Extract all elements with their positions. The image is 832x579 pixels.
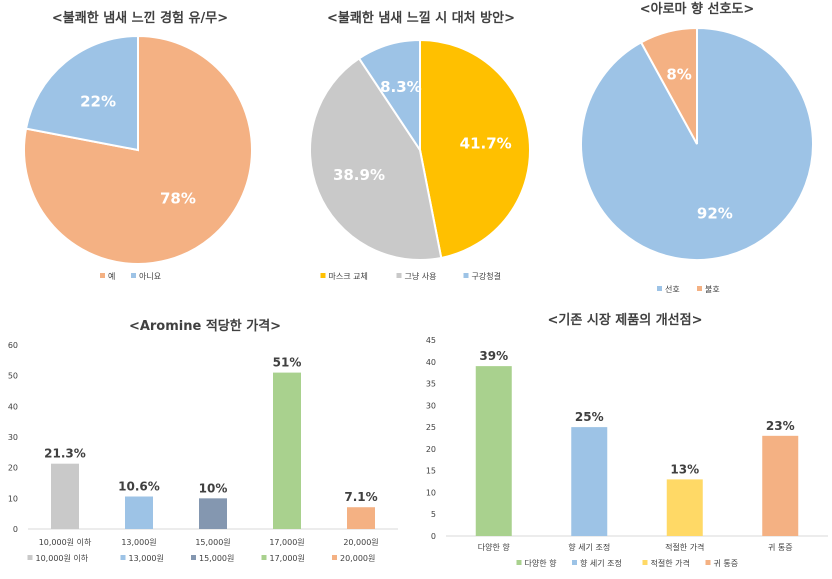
pie-chart-odor-response: <불쾌한 냄새 느낄 시 대처 방안> 41.7% 38.9% 8.3% 마스크 교체 그… [309,10,531,281]
data-label: 92% [697,205,733,223]
bar [51,463,79,529]
chart-title: <아로마 향 선호도> [640,1,755,17]
legend-entry: 17,000원 [270,554,305,563]
bar [347,507,375,529]
legend-entry: 아니요 [139,271,161,281]
legend-swatch [191,555,196,560]
legend-entry: 15,000원 [199,554,234,563]
y-tick-label: 20 [8,464,18,473]
legend-entry: 20,000원 [340,554,375,563]
data-label: 8% [666,65,691,83]
legend-swatch [657,286,662,291]
chart-title: <불쾌한 냄새 느낄 시 대처 방안> [327,10,515,26]
data-label: 7.1% [344,490,377,504]
legend-entry: 향 세기 조정 [580,558,622,568]
pie-chart-odor-experience: <불쾌한 냄새 느낀 경험 유/무> 78% 22% 예 아니요 [23,10,253,281]
y-tick-label: 45 [426,336,436,345]
y-tick-label: 40 [426,358,436,367]
y-tick-label: 15 [426,467,436,476]
bar [273,372,301,529]
pie-slice [357,38,421,154]
y-tick-label: 60 [8,341,18,350]
y-tick-label: 10 [8,494,18,503]
legend-swatch [516,560,522,565]
bar-chart-market-improvements: <기존 시장 제품의 개선점> 0 5 10 15 20 25 30 35 40 45 39% 다양한 … [426,312,828,568]
y-tick-label: 50 [8,372,18,381]
legend-entry: 13,000원 [129,554,164,563]
x-tick-label: 15,000원 [195,538,230,547]
data-label: 21.3% [44,447,86,461]
data-label: 39% [479,349,508,363]
y-tick-label: 35 [426,380,436,389]
legend-swatch [320,273,326,278]
data-label: 22% [80,93,116,111]
legend-entry: 10,000원 이하 [36,553,89,563]
chart-title: <기존 시장 제품의 개선점> [548,312,703,328]
data-label: 23% [766,419,795,433]
chart-title: <Aromine 적당한 가격> [129,318,281,334]
bar [199,498,227,529]
x-tick-label: 다양한 향 [478,543,511,552]
x-tick-label: 10,000원 이하 [39,537,92,547]
x-tick-label: 13,000원 [121,538,156,547]
legend-entry: 예 [108,271,115,281]
x-tick-label: 20,000원 [343,538,378,547]
data-label: 41.7% [460,135,512,153]
y-tick-label: 20 [426,445,436,454]
y-tick-label: 0 [13,525,18,534]
legend-swatch [642,560,648,565]
legend-entry: 구강청결 [472,271,501,281]
pie-slice [24,34,139,152]
y-tick-label: 5 [431,510,436,519]
data-label: 51% [273,356,302,370]
chart-title: <불쾌한 냄새 느낀 경험 유/무> [52,10,228,26]
data-label: 13% [670,462,699,476]
bar [125,496,153,529]
legend-swatch [120,555,126,560]
legend-swatch [332,555,337,560]
bar [762,435,799,536]
y-tick-label: 30 [8,433,18,442]
data-label: 78% [160,189,196,207]
legend-entry: 그냥 사용 [405,272,437,281]
data-label: 10.6% [118,479,160,493]
bar [571,427,608,536]
y-tick-label: 10 [426,488,436,497]
pie-chart-aroma-preference: <아로마 향 선호도> 92% 8% 선호 불호 [580,1,814,294]
data-label: 8.3% [380,78,422,96]
x-tick-label: 향 세기 조정 [568,542,610,552]
legend-swatch [705,560,711,565]
data-label: 10% [199,481,228,495]
y-tick-label: 25 [426,423,436,432]
x-tick-label: 17,000원 [269,538,304,547]
data-label: 25% [575,410,604,424]
data-label: 38.9% [333,166,385,184]
legend-swatch [131,273,136,278]
legend-swatch [572,560,577,565]
bar-chart-aromine-price: <Aromine 적당한 가격> 0 10 20 30 40 50 60 21.3% 10,000… [8,318,398,563]
bar [475,366,512,536]
legend-entry: 적절한 가격 [651,558,690,568]
legend-entry: 다양한 향 [525,559,558,568]
legend-swatch [27,555,33,560]
legend-entry: 귀 통증 [714,558,739,568]
legend-entry: 불호 [705,284,720,294]
y-tick-label: 30 [426,401,436,410]
legend-swatch [697,286,702,291]
y-tick-label: 0 [431,532,436,541]
y-tick-label: 40 [8,402,18,411]
legend-swatch [463,273,469,278]
legend-entry: 선호 [665,285,680,294]
x-tick-label: 적절한 가격 [665,542,704,552]
legend-swatch [261,555,267,560]
pie-slice [419,38,531,260]
pie-slice [639,26,698,145]
legend-entry: 마스크 교체 [329,271,368,281]
bar [666,479,703,536]
pie-slice [309,57,443,261]
x-tick-label: 귀 통증 [768,542,793,552]
legend-swatch [396,273,402,278]
legend-swatch [100,273,105,278]
